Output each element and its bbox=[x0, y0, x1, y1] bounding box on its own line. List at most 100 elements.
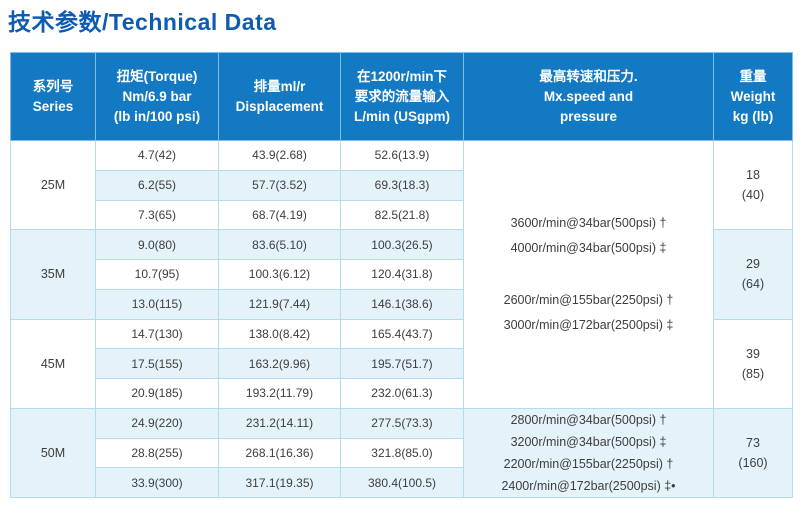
table-row: 6.2(55) 57.7(3.52) 69.3(18.3) bbox=[11, 169, 793, 201]
flow-cell: 120.4(31.8) bbox=[340, 259, 464, 290]
displacement-cell: 100.3(6.12) bbox=[218, 259, 341, 290]
speed-line: 3000r/min@172bar(2500psi) ‡ bbox=[503, 317, 674, 332]
header-weight: 重量 Weight kg (lb) bbox=[713, 52, 793, 141]
table-row: 28.8(255) 268.1(16.36) 321.8(85.0) bbox=[11, 437, 793, 469]
speed-line: 2400r/min@172bar(2500psi) ‡• bbox=[501, 478, 676, 493]
header-line: 在1200r/min下 bbox=[356, 68, 448, 84]
header-line: 最高转速和压力. bbox=[539, 68, 638, 84]
displacement-cell: 68.7(4.19) bbox=[218, 199, 341, 231]
flow-cell: 52.6(13.9) bbox=[340, 140, 464, 171]
header-line: pressure bbox=[559, 108, 618, 124]
displacement-cell: 268.1(16.36) bbox=[218, 437, 341, 469]
weight-kg: 73 bbox=[746, 435, 760, 450]
header-line: Series bbox=[32, 98, 74, 114]
header-displacement: 排量ml/r Displacement bbox=[218, 52, 341, 141]
table-row: 13.0(115) 121.9(7.44) 146.1(38.6) bbox=[11, 288, 793, 320]
weight-kg: 29 bbox=[746, 257, 760, 272]
speed-lines-50m: 2800r/min@34bar(500psi) † 3200r/min@34ba… bbox=[464, 409, 713, 497]
speed-block-34bar: 3600r/min@34bar(500psi) † 4000r/min@34ba… bbox=[464, 211, 713, 261]
header-line: 系列号 bbox=[32, 78, 74, 94]
torque-cell: 20.9(185) bbox=[95, 378, 219, 409]
header-line: 扭矩(Torque) bbox=[116, 68, 198, 84]
weight-cell-50m: 73 (160) bbox=[713, 407, 793, 499]
table-row: 33.9(300) 317.1(19.35) 380.4(100.5) bbox=[11, 467, 793, 498]
table-row: 50M 24.9(220) 231.2(14.11) 277.5(73.3) 2… bbox=[10, 407, 793, 499]
header-flow: 在1200r/min下 要求的流量输入 L/min (USgpm) bbox=[340, 52, 464, 141]
technical-data-table: 系列号 Series 扭矩(Torque) Nm/6.9 bar (lb in/… bbox=[10, 52, 793, 499]
torque-cell: 4.7(42) bbox=[95, 140, 219, 171]
header-torque: 扭矩(Torque) Nm/6.9 bar (lb in/100 psi) bbox=[95, 52, 219, 141]
displacement-cell: 43.9(2.68) bbox=[218, 140, 341, 171]
header-line: 重量 bbox=[739, 68, 767, 84]
table-row: 10.7(95) 100.3(6.12) 120.4(31.8) bbox=[11, 259, 793, 290]
header-row: 系列号 Series 扭矩(Torque) Nm/6.9 bar (lb in/… bbox=[10, 52, 793, 141]
speed-block-155bar: 2600r/min@155bar(2250psi) † 3000r/min@17… bbox=[464, 288, 713, 338]
torque-cell: 9.0(80) bbox=[95, 229, 219, 260]
flow-cell: 277.5(73.3) bbox=[340, 407, 464, 439]
weight-kg: 18 bbox=[746, 168, 760, 183]
header-line: Mx.speed and bbox=[543, 88, 634, 104]
table-row: 20.9(185) 193.2(11.79) 232.0(61.3) bbox=[11, 378, 793, 409]
header-line: 要求的流量输入 bbox=[354, 88, 450, 104]
weight-lb: (160) bbox=[738, 455, 768, 470]
series-cell-35m: 35M bbox=[10, 229, 96, 320]
header-line: Weight bbox=[730, 88, 776, 104]
speed-line: 4000r/min@34bar(500psi) ‡ bbox=[510, 240, 667, 255]
weight-kg: 39 bbox=[746, 346, 760, 361]
torque-cell: 17.5(155) bbox=[95, 348, 219, 379]
torque-cell: 10.7(95) bbox=[95, 259, 219, 290]
flow-cell: 321.8(85.0) bbox=[340, 437, 464, 469]
flow-cell: 69.3(18.3) bbox=[340, 169, 464, 201]
weight-lb: (85) bbox=[741, 366, 765, 381]
speed-line: 2200r/min@155bar(2250psi) † bbox=[503, 456, 674, 471]
torque-cell: 24.9(220) bbox=[95, 407, 219, 439]
torque-cell: 7.3(65) bbox=[95, 199, 219, 231]
weight-cell-35m: 29 (64) bbox=[713, 229, 793, 320]
header-series: 系列号 Series bbox=[10, 52, 96, 141]
header-max-speed-pressure: 最高转速和压力. Mx.speed and pressure bbox=[463, 52, 714, 141]
torque-cell: 6.2(55) bbox=[95, 169, 219, 201]
technical-data-table-container: 系列号 Series 扭矩(Torque) Nm/6.9 bar (lb in/… bbox=[10, 52, 793, 499]
displacement-cell: 138.0(8.42) bbox=[218, 318, 341, 350]
flow-cell: 82.5(21.8) bbox=[340, 199, 464, 231]
displacement-cell: 163.2(9.96) bbox=[218, 348, 341, 379]
torque-cell: 13.0(115) bbox=[95, 288, 219, 320]
series-cell-45m: 45M bbox=[10, 318, 96, 409]
header-line: Displacement bbox=[235, 98, 324, 114]
torque-cell: 33.9(300) bbox=[95, 467, 219, 498]
series-cell-25m: 25M bbox=[10, 139, 96, 231]
weight-lb: (64) bbox=[741, 277, 765, 292]
flow-cell: 165.4(43.7) bbox=[340, 318, 464, 350]
displacement-cell: 83.6(5.10) bbox=[218, 229, 341, 260]
flow-cell: 195.7(51.7) bbox=[340, 348, 464, 379]
displacement-cell: 317.1(19.35) bbox=[218, 467, 341, 498]
series-cell-50m: 50M bbox=[10, 407, 96, 499]
speed-line: 2800r/min@34bar(500psi) † bbox=[510, 412, 667, 427]
table-row: 45M 14.7(130) 138.0(8.42) 165.4(43.7) 39… bbox=[10, 318, 793, 409]
speed-line: 3200r/min@34bar(500psi) ‡ bbox=[510, 434, 667, 449]
speed-line: 3600r/min@34bar(500psi) † bbox=[510, 215, 667, 230]
table-row: 25M 4.7(42) 43.9(2.68) 52.6(13.9) 3600r/… bbox=[10, 139, 793, 409]
displacement-cell: 121.9(7.44) bbox=[218, 288, 341, 320]
header-line: kg (lb) bbox=[732, 108, 774, 124]
flow-cell: 232.0(61.3) bbox=[340, 378, 464, 409]
weight-cell-45m: 39 (85) bbox=[713, 318, 793, 409]
displacement-cell: 231.2(14.11) bbox=[218, 407, 341, 439]
flow-cell: 146.1(38.6) bbox=[340, 288, 464, 320]
torque-cell: 14.7(130) bbox=[95, 318, 219, 350]
page-title: 技术参数/Technical Data bbox=[8, 9, 277, 35]
displacement-cell: 57.7(3.52) bbox=[218, 169, 341, 201]
header-line: L/min (USgpm) bbox=[354, 108, 450, 124]
speed-pressure-cell-25m-45m: 3600r/min@34bar(500psi) † 4000r/min@34ba… bbox=[463, 140, 714, 409]
flow-cell: 380.4(100.5) bbox=[340, 467, 464, 498]
torque-cell: 28.8(255) bbox=[95, 437, 219, 469]
flow-cell: 100.3(26.5) bbox=[340, 229, 464, 260]
speed-line: 2600r/min@155bar(2250psi) † bbox=[503, 292, 674, 307]
header-line: (lb in/100 psi) bbox=[113, 108, 201, 124]
table-row: 17.5(155) 163.2(9.96) 195.7(51.7) bbox=[11, 348, 793, 379]
displacement-cell: 193.2(11.79) bbox=[218, 378, 341, 409]
table-row: 7.3(65) 68.7(4.19) 82.5(21.8) bbox=[11, 199, 793, 231]
header-line: 排量ml/r bbox=[253, 78, 306, 94]
table-row: 35M 9.0(80) 83.6(5.10) 100.3(26.5) 29 (6… bbox=[10, 229, 793, 320]
speed-pressure-cell-50m: 2800r/min@34bar(500psi) † 3200r/min@34ba… bbox=[463, 407, 714, 499]
